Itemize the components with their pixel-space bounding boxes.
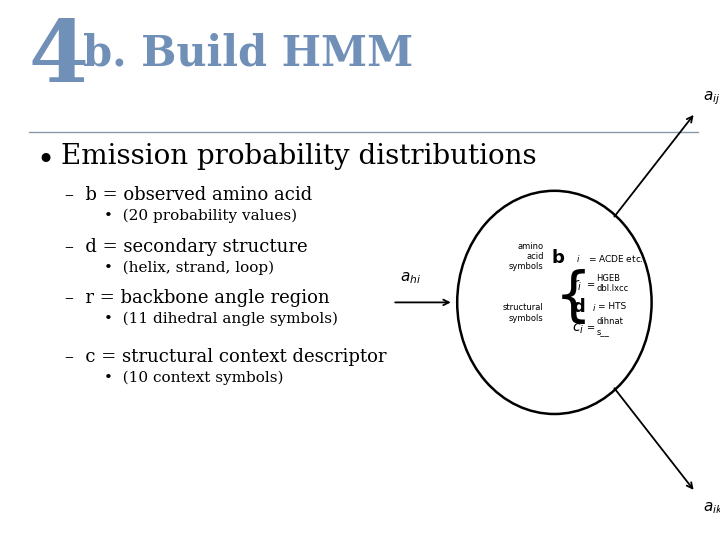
Text: $_{i}$: $_{i}$ (592, 300, 596, 313)
Text: $a_{hi}$: $a_{hi}$ (400, 271, 420, 286)
Text: $r_{i}$: $r_{i}$ (572, 278, 582, 293)
Text: $c_{i}$: $c_{i}$ (572, 321, 585, 335)
Text: $a_{ik}$: $a_{ik}$ (703, 500, 720, 516)
Text: $=$ACDE etc.: $=$ACDE etc. (587, 253, 644, 264)
Text: dihnat
s__: dihnat s__ (596, 317, 623, 336)
Text: •  (20 probability values): • (20 probability values) (104, 209, 297, 224)
Text: $\mathbf{b}$: $\mathbf{b}$ (551, 249, 565, 267)
Text: •: • (36, 146, 54, 177)
Text: $\{$: $\{$ (554, 267, 586, 327)
Text: 4: 4 (29, 16, 89, 100)
Text: $\mathbf{d}$: $\mathbf{d}$ (572, 298, 585, 316)
Text: amino
acid
symbols: amino acid symbols (509, 241, 544, 272)
Text: •  (10 context symbols): • (10 context symbols) (104, 371, 284, 386)
Text: =: = (587, 280, 598, 290)
Text: $_{i}$: $_{i}$ (576, 251, 580, 264)
Text: = HTS: = HTS (598, 302, 626, 311)
Text: –  c = structural context descriptor: – c = structural context descriptor (65, 348, 387, 366)
Text: •  (11 dihedral angle symbols): • (11 dihedral angle symbols) (104, 312, 338, 326)
Text: =: = (587, 323, 598, 333)
Text: –  b = observed amino acid: – b = observed amino acid (65, 186, 312, 204)
Text: b. Build HMM: b. Build HMM (83, 32, 413, 75)
Text: Emission probability distributions: Emission probability distributions (61, 143, 537, 170)
Text: –  d = secondary structure: – d = secondary structure (65, 238, 307, 255)
Text: –  r = backbone angle region: – r = backbone angle region (65, 289, 330, 307)
Text: structural
symbols: structural symbols (503, 303, 544, 323)
Text: HGEB
dbl.lxcc: HGEB dbl.lxcc (596, 274, 629, 293)
Text: $a_{ij}$: $a_{ij}$ (703, 90, 720, 107)
Text: •  (helix, strand, loop): • (helix, strand, loop) (104, 260, 274, 275)
